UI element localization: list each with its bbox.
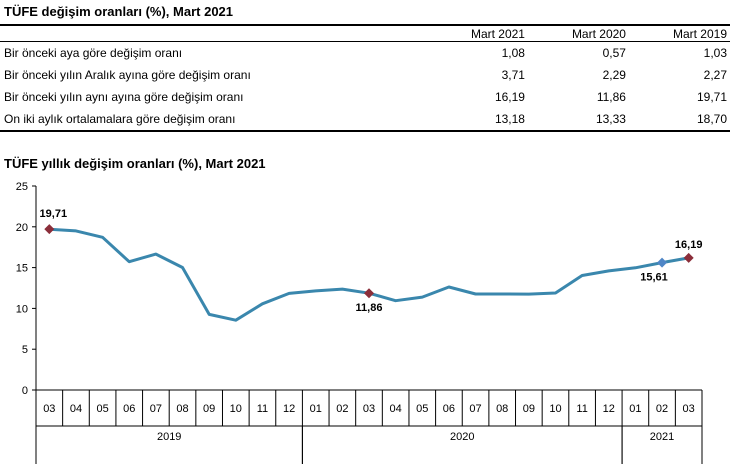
header-mart-2020: Mart 2020 xyxy=(527,24,629,42)
x-tick-label: 09 xyxy=(203,403,215,415)
x-tick-label: 09 xyxy=(523,403,535,415)
data-point-marker xyxy=(683,252,694,263)
table-header-row: Mart 2021 Mart 2020 Mart 2019 xyxy=(0,24,730,42)
data-point-marker xyxy=(657,257,668,268)
x-tick-label: 06 xyxy=(123,403,135,415)
table-title: TÜFE değişim oranları (%), Mart 2021 xyxy=(4,4,234,19)
data-label: 16,19 xyxy=(675,239,703,251)
data-label: 19,71 xyxy=(40,208,68,220)
x-tick-label: 02 xyxy=(656,403,668,415)
y-tick-label: 10 xyxy=(16,303,28,315)
header-mart-2019: Mart 2019 xyxy=(628,24,730,42)
x-tick-label: 06 xyxy=(443,403,455,415)
year-label: 2019 xyxy=(157,431,181,443)
year-label: 2020 xyxy=(450,431,474,443)
y-tick-label: 5 xyxy=(22,344,28,356)
header-mart-2021: Mart 2021 xyxy=(427,24,528,42)
x-tick-label: 07 xyxy=(150,403,162,415)
cell-value: 1,03 xyxy=(703,46,727,60)
cell-value: 1,08 xyxy=(501,46,525,60)
change-rates-table: Mart 2021 Mart 2020 Mart 2019 Bir önceki… xyxy=(0,24,730,132)
data-label: 15,61 xyxy=(640,272,668,284)
y-tick-label: 20 xyxy=(16,222,28,234)
cell-value: 0,57 xyxy=(602,46,626,60)
row-label: Bir önceki aya göre değişim oranı xyxy=(4,46,183,60)
x-tick-label: 05 xyxy=(416,403,428,415)
x-tick-label: 12 xyxy=(283,403,295,415)
cell-value: 18,70 xyxy=(628,108,730,132)
y-tick-label: 0 xyxy=(22,385,28,397)
x-tick-label: 08 xyxy=(176,403,188,415)
x-tick-label: 01 xyxy=(629,403,641,415)
x-tick-label: 03 xyxy=(363,403,375,415)
data-label: 11,86 xyxy=(356,302,383,314)
x-tick-label: 03 xyxy=(683,403,695,415)
x-tick-label: 12 xyxy=(603,403,615,415)
row-label: Bir önceki yılın aynı ayına göre değişim… xyxy=(4,90,244,104)
table-row: Bir önceki yılın Aralık ayına göre değiş… xyxy=(0,64,730,86)
header-label-col xyxy=(0,24,427,42)
chart-title: TÜFE yıllık değişim oranları (%), Mart 2… xyxy=(4,156,266,171)
x-tick-label: 05 xyxy=(96,403,108,415)
x-tick-label: 03 xyxy=(43,403,55,415)
cell-value: 2,27 xyxy=(703,68,727,82)
x-tick-label: 10 xyxy=(549,403,561,415)
cell-value: 13,18 xyxy=(427,108,528,132)
x-tick-label: 02 xyxy=(336,403,348,415)
cell-value: 3,71 xyxy=(501,68,525,82)
x-tick-label: 01 xyxy=(310,403,322,415)
row-label: Bir önceki yılın Aralık ayına göre değiş… xyxy=(4,68,251,82)
x-tick-label: 08 xyxy=(496,403,508,415)
row-label: On iki aylık ortalamalara göre değişim o… xyxy=(0,108,427,132)
table-row: On iki aylık ortalamalara göre değişim o… xyxy=(0,108,730,132)
cell-value: 2,29 xyxy=(602,68,626,82)
cell-value: 16,19 xyxy=(494,90,525,104)
x-tick-label: 07 xyxy=(469,403,481,415)
cell-value: 11,86 xyxy=(596,90,626,104)
table-row: Bir önceki yılın aynı ayına göre değişim… xyxy=(0,86,730,108)
y-tick-label: 15 xyxy=(16,263,28,275)
x-tick-label: 10 xyxy=(230,403,242,415)
y-tick-label: 25 xyxy=(16,181,28,193)
x-tick-label: 11 xyxy=(257,403,268,415)
data-point-marker xyxy=(364,288,374,299)
x-tick-label: 04 xyxy=(70,403,82,415)
x-tick-label: 04 xyxy=(390,403,402,415)
cell-value: 13,33 xyxy=(527,108,629,132)
x-tick-label: 11 xyxy=(576,403,587,415)
cell-value: 19,71 xyxy=(696,90,727,104)
year-label: 2021 xyxy=(650,431,674,443)
table-row: Bir önceki aya göre değişim oranı 1,08 0… xyxy=(0,42,730,65)
data-point-marker xyxy=(44,224,55,235)
